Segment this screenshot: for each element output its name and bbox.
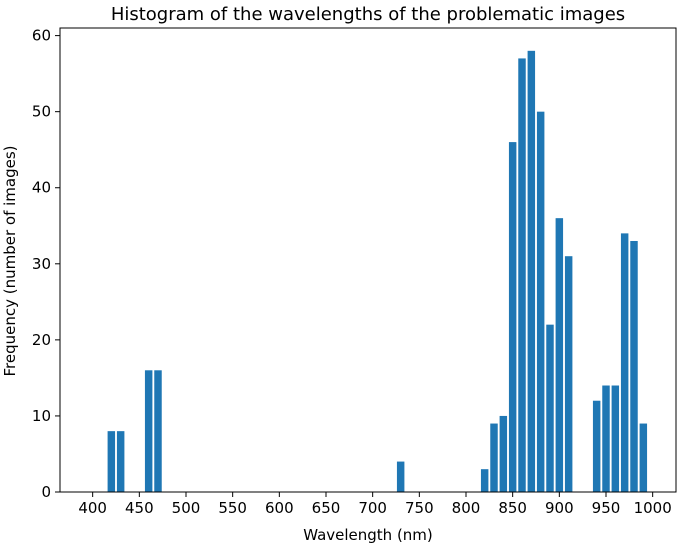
- y-axis-label: Frequency (number of images): [1, 145, 19, 376]
- y-tick-label: 30: [32, 255, 51, 273]
- x-tick-label: 800: [452, 499, 481, 517]
- bar-990: [639, 423, 648, 492]
- bar-960: [611, 385, 620, 492]
- x-tick-label: 650: [312, 499, 341, 517]
- x-tick-label: 700: [358, 499, 387, 517]
- x-tick-label: 900: [545, 499, 574, 517]
- bar-880: [536, 111, 545, 493]
- x-axis-label: Wavelength (nm): [303, 526, 433, 544]
- bar-470: [154, 370, 162, 492]
- bar-820: [480, 469, 489, 492]
- x-tick-label: 600: [265, 499, 294, 517]
- bar-840: [499, 415, 508, 492]
- bar-430: [116, 431, 125, 492]
- bar-420: [107, 431, 116, 492]
- x-axis-ticks: 400 450 500 550 600 650 700 750 800 850 900 950 1000: [78, 492, 672, 517]
- bar-940: [592, 400, 601, 492]
- bar-950: [602, 385, 610, 492]
- bar-900: [555, 218, 564, 492]
- plot-frame: [59, 27, 677, 493]
- x-tick-label: 1000: [634, 499, 672, 517]
- bar-730: [396, 461, 405, 492]
- x-tick-label: 400: [78, 499, 107, 517]
- bars-group: [107, 50, 648, 493]
- y-tick-label: 20: [32, 331, 51, 349]
- y-tick-label: 50: [32, 103, 51, 121]
- x-tick-label: 750: [405, 499, 434, 517]
- y-tick-label: 10: [32, 407, 51, 425]
- y-tick-label: 0: [41, 483, 51, 501]
- bar-830: [490, 423, 498, 492]
- x-tick-label: 500: [172, 499, 201, 517]
- bar-850: [508, 142, 517, 492]
- x-tick-label: 450: [125, 499, 154, 517]
- bar-460: [144, 370, 153, 492]
- x-tick-label: 850: [498, 499, 527, 517]
- bar-910: [564, 256, 573, 492]
- bar-870: [527, 50, 536, 492]
- bar-860: [518, 58, 526, 492]
- x-tick-label: 550: [218, 499, 247, 517]
- x-tick-label: 950: [592, 499, 621, 517]
- y-tick-label: 40: [32, 179, 51, 197]
- bar-970: [620, 233, 629, 492]
- y-axis-ticks: 0 10 20 30 40 50 60: [32, 27, 60, 501]
- chart-title: Histogram of the wavelengths of the prob…: [111, 4, 625, 25]
- bar-890: [546, 324, 554, 492]
- bar-980: [630, 240, 638, 492]
- y-tick-label: 60: [32, 27, 51, 45]
